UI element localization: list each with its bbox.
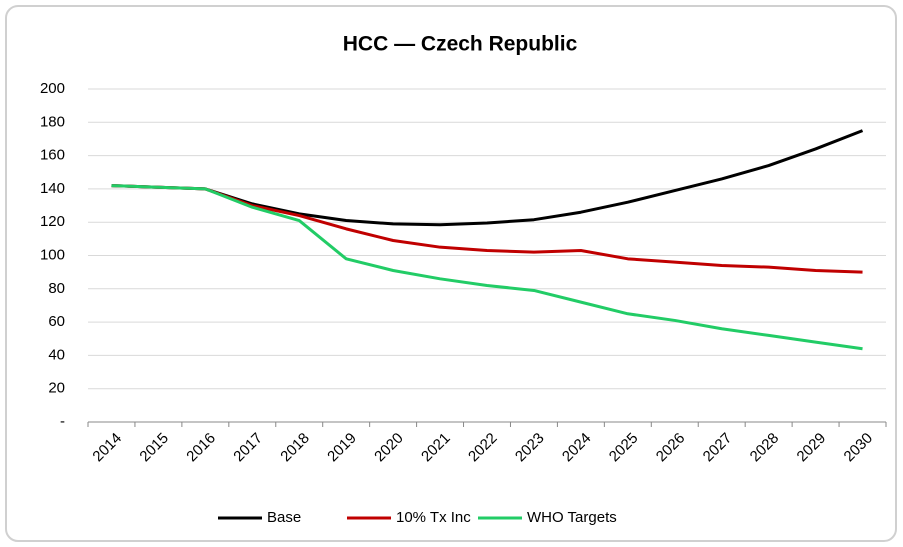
y-tick-label: 100 (40, 246, 65, 263)
legend-label: 10% Tx Inc (396, 509, 471, 526)
y-tick-label: 160 (40, 147, 65, 164)
y-tick-label: 140 (40, 180, 65, 197)
y-tick-label: 180 (40, 113, 65, 130)
y-tick-label: 60 (48, 313, 65, 330)
y-tick-label: 40 (48, 346, 65, 363)
frame (5, 5, 897, 542)
legend-label: Base (267, 509, 301, 526)
chart-title: HCC — Czech Republic (343, 33, 578, 56)
line-series (111, 184, 863, 351)
y-tick-label: - (60, 413, 65, 430)
y-tick-label: 120 (40, 213, 65, 230)
y-tick-label: 20 (48, 380, 65, 397)
y-tick-label: 200 (40, 80, 65, 97)
y-tick-label: 80 (48, 280, 65, 297)
legend-label: WHO Targets (527, 509, 617, 526)
